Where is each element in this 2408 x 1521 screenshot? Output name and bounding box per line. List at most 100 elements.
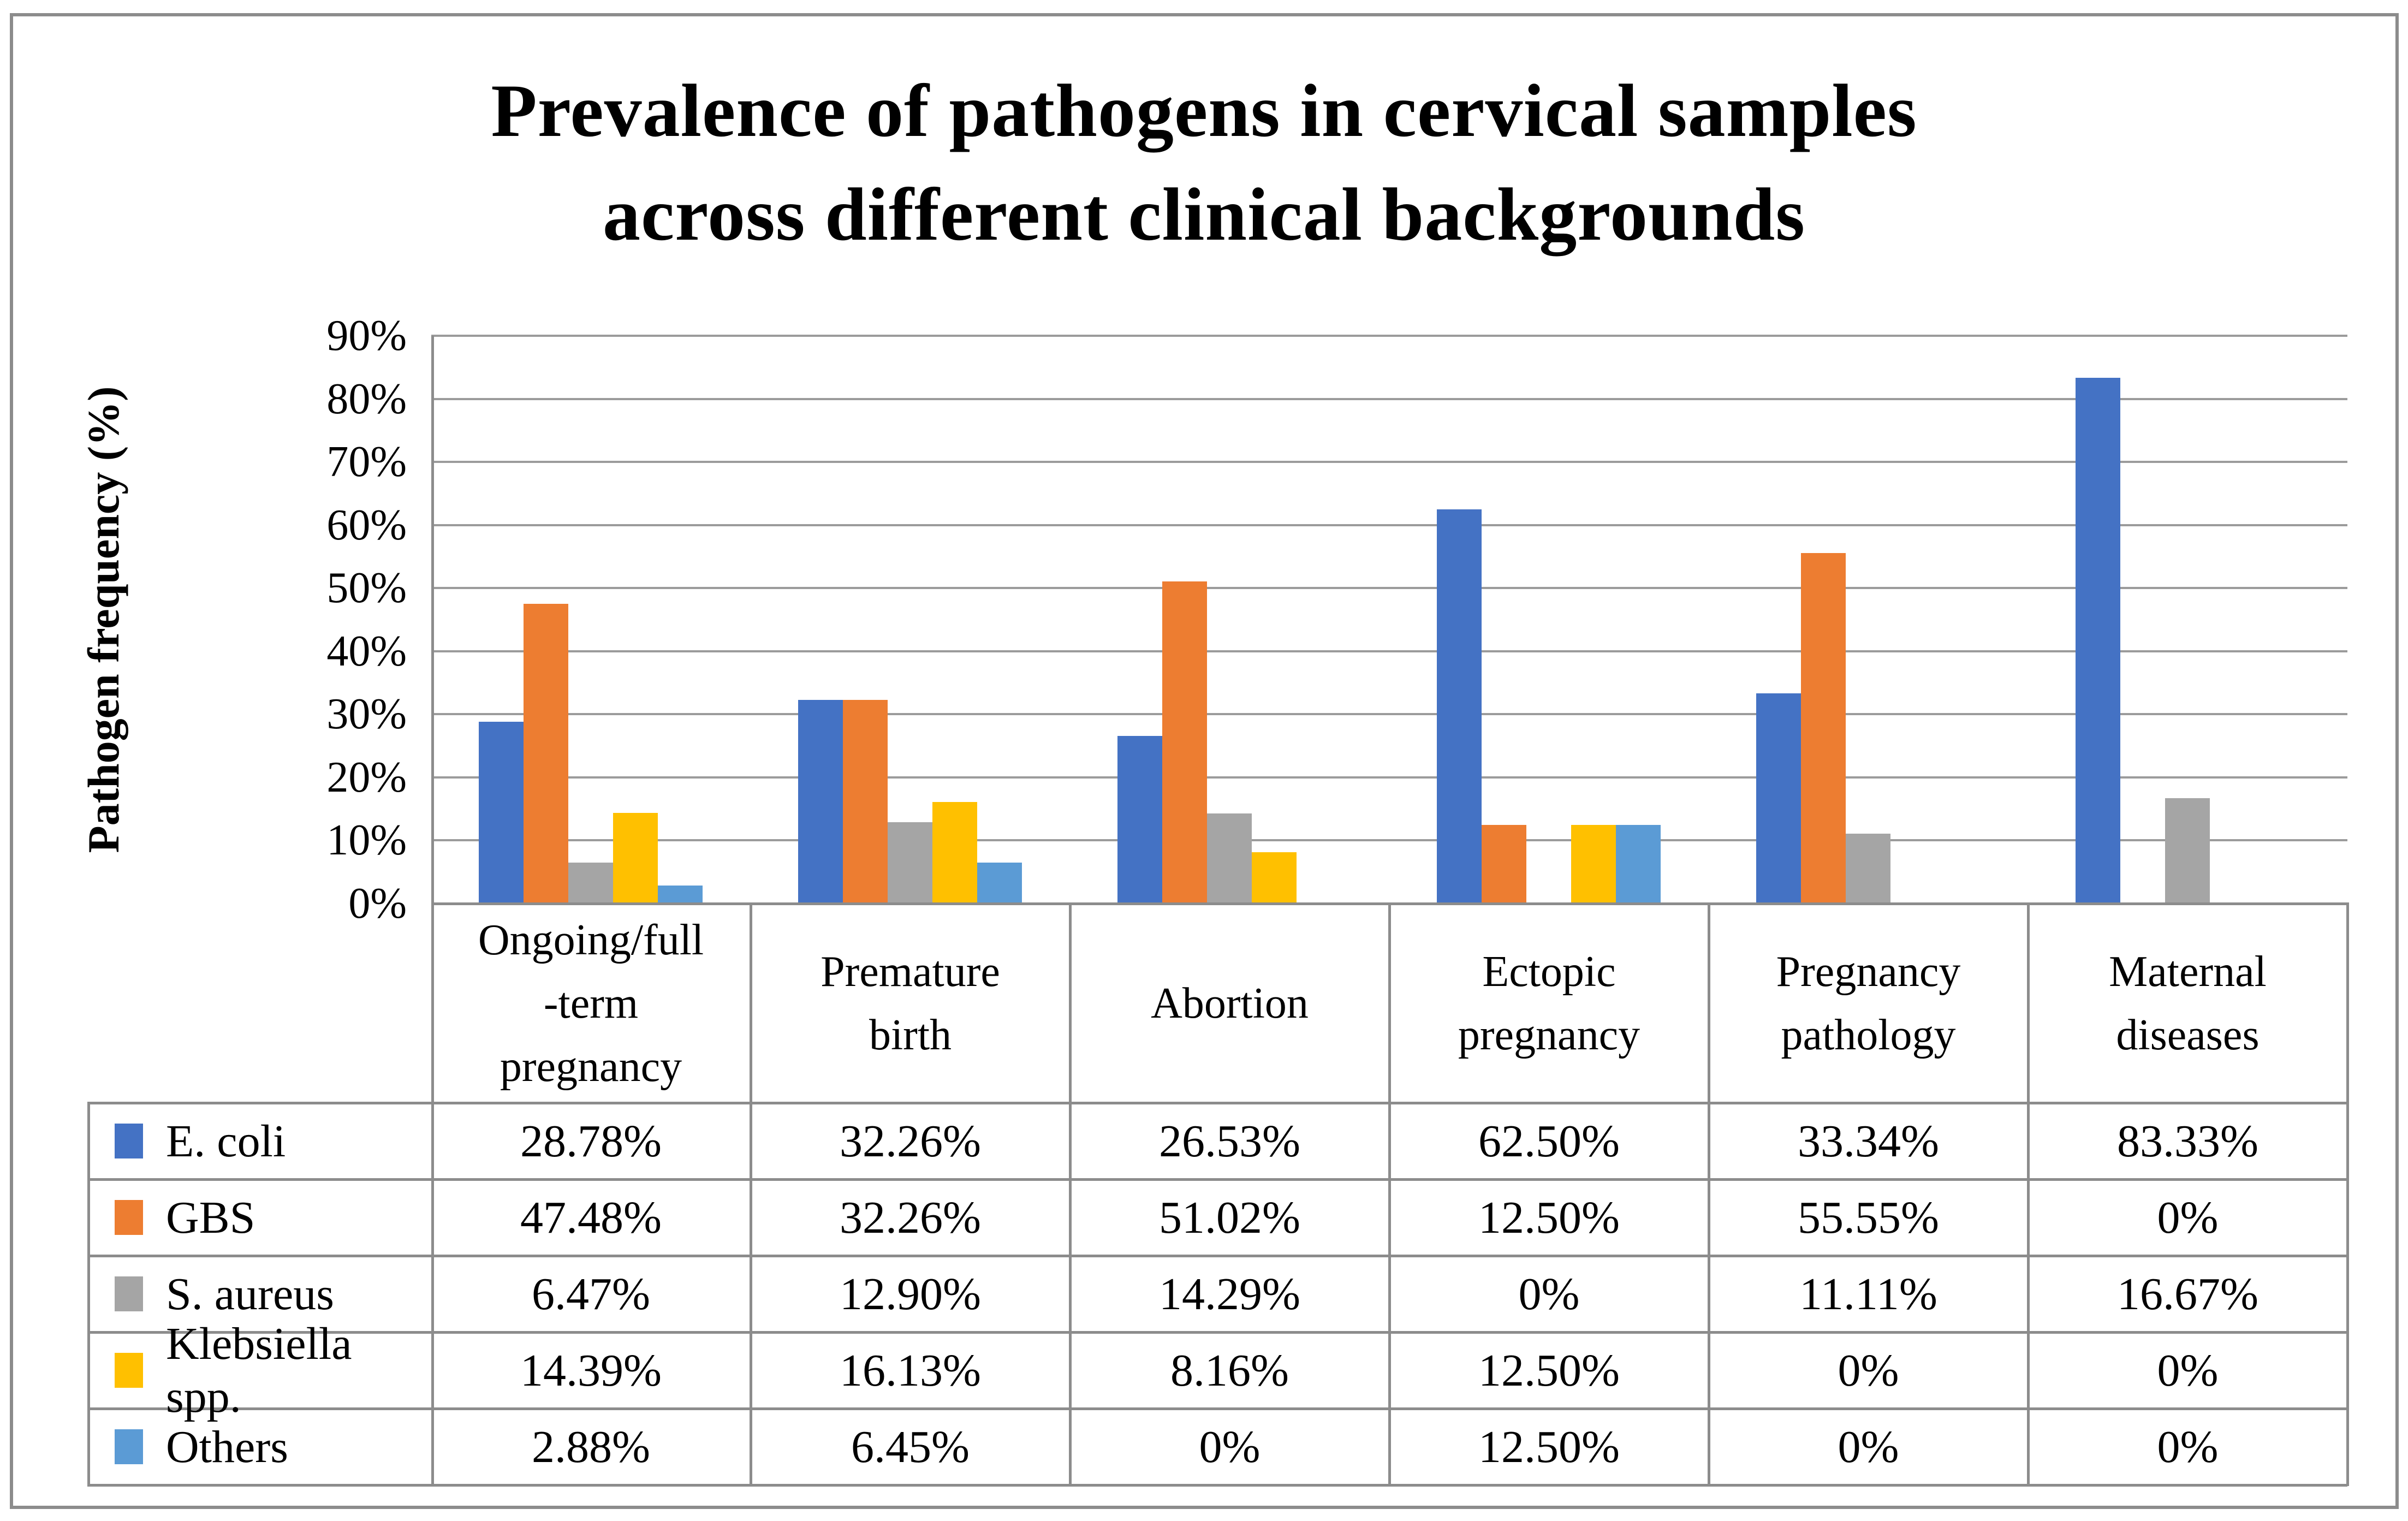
bar-e-coli-abortion <box>1117 736 1162 904</box>
y-tick-label: 0% <box>348 880 407 928</box>
legend-swatch-gbs <box>115 1200 143 1235</box>
table-value-e-coli-premature-birth: 32.26% <box>840 1115 981 1167</box>
table-value-s-aureus-maternal-diseases: 16.67% <box>2117 1268 2258 1320</box>
table-value-klebsiella-spp-ectopic-pregnancy: 12.50% <box>1478 1345 1620 1396</box>
legend-swatch-klebsiella-spp <box>115 1353 143 1388</box>
table-value-others-pregnancy-pathology: 0% <box>1838 1421 1899 1472</box>
table-column-line <box>1708 902 1710 1486</box>
gridline <box>431 524 2347 526</box>
table-value-others-maternal-diseases: 0% <box>2157 1421 2219 1472</box>
gridline <box>431 335 2347 337</box>
table-value-gbs-pregnancy-pathology: 55.55% <box>1798 1192 1939 1243</box>
chart-title-line-1: Prevalence of pathogens in cervical samp… <box>491 69 1917 152</box>
category-header-ongoing-full-term-pregnancy: Ongoing/full -term pregnancy <box>431 904 751 1103</box>
y-tick-label: 10% <box>326 816 407 865</box>
table-value-klebsiella-spp-pregnancy-pathology: 0% <box>1838 1345 1899 1396</box>
bar-s-aureus-pregnancy-pathology <box>1846 833 1890 904</box>
gridline <box>431 839 2347 842</box>
chart-title: Prevalence of pathogens in cervical samp… <box>0 59 2408 266</box>
category-header-ectopic-pregnancy: Ectopic pregnancy <box>1389 904 1709 1103</box>
legend-label: S. aureus <box>166 1268 334 1320</box>
legend-item-s-aureus: S. aureus <box>90 1256 431 1332</box>
bar-klebsiella-spp-ongoing-full-term-pregnancy <box>613 812 658 904</box>
category-header-maternal-diseases: Maternal diseases <box>2028 904 2347 1103</box>
table-value-e-coli-ectopic-pregnancy: 62.50% <box>1478 1115 1620 1167</box>
gridline <box>431 650 2347 652</box>
category-header-line: diseases <box>2116 1011 2260 1059</box>
bar-gbs-premature-birth <box>843 700 888 904</box>
category-header-pregnancy-pathology: Pregnancy pathology <box>1709 904 2028 1103</box>
table-value-e-coli-ongoing-full-term-pregnancy: 28.78% <box>520 1115 662 1167</box>
legend-label: Others <box>166 1421 288 1472</box>
category-header-line: pregnancy <box>1458 1011 1640 1059</box>
legend-item-others: Others <box>90 1409 431 1485</box>
category-header-line: Ongoing/full <box>478 916 704 964</box>
table-column-line <box>2027 902 2030 1486</box>
legend-item-e-coli: E. coli <box>90 1103 431 1179</box>
table-value-gbs-ongoing-full-term-pregnancy: 47.48% <box>520 1192 662 1243</box>
gridline <box>431 587 2347 590</box>
table-value-e-coli-abortion: 26.53% <box>1159 1115 1300 1167</box>
table-row-line <box>87 1407 2347 1410</box>
category-header-line: Premature <box>820 947 1000 996</box>
table-value-klebsiella-spp-abortion: 8.16% <box>1170 1345 1289 1396</box>
category-header-line: Ectopic <box>1482 947 1616 996</box>
table-value-klebsiella-spp-ongoing-full-term-pregnancy: 14.39% <box>520 1345 662 1396</box>
bar-others-premature-birth <box>977 863 1022 904</box>
gridline <box>431 461 2347 464</box>
plot-left-border <box>431 336 434 1485</box>
table-value-s-aureus-ongoing-full-term-pregnancy: 6.47% <box>532 1268 650 1320</box>
table-value-e-coli-pregnancy-pathology: 33.34% <box>1798 1115 1939 1167</box>
legend-swatch-s-aureus <box>115 1276 143 1311</box>
gridline <box>431 776 2347 779</box>
bar-klebsiella-spp-premature-birth <box>932 801 977 904</box>
table-value-others-abortion: 0% <box>1199 1421 1261 1472</box>
legend-label: Klebsiella spp. <box>166 1318 352 1422</box>
table-value-s-aureus-pregnancy-pathology: 11.11% <box>1799 1268 1937 1320</box>
table-value-s-aureus-premature-birth: 12.90% <box>840 1268 981 1320</box>
table-value-others-premature-birth: 6.45% <box>851 1421 970 1472</box>
bar-klebsiella-spp-ectopic-pregnancy <box>1571 824 1616 904</box>
table-value-gbs-ectopic-pregnancy: 12.50% <box>1478 1192 1620 1243</box>
table-value-klebsiella-spp-maternal-diseases: 0% <box>2157 1345 2219 1396</box>
bar-e-coli-ongoing-full-term-pregnancy <box>479 722 524 904</box>
bar-s-aureus-ongoing-full-term-pregnancy <box>568 863 613 904</box>
table-row-line <box>87 1178 2347 1181</box>
table-bottom-line <box>87 1484 2347 1487</box>
y-tick-label: 50% <box>326 564 407 613</box>
y-tick-label: 30% <box>326 690 407 739</box>
table-column-line <box>1069 902 1072 1486</box>
bar-e-coli-maternal-diseases <box>2076 378 2120 904</box>
bar-gbs-abortion <box>1162 581 1207 904</box>
table-value-e-coli-maternal-diseases: 83.33% <box>2117 1115 2258 1167</box>
chart-title-line-2: across different clinical backgrounds <box>603 173 1805 256</box>
bar-s-aureus-abortion <box>1207 813 1252 904</box>
category-header-premature-birth: Premature birth <box>751 904 1070 1103</box>
bar-s-aureus-premature-birth <box>888 822 932 904</box>
bar-e-coli-pregnancy-pathology <box>1756 693 1801 904</box>
bar-klebsiella-spp-abortion <box>1252 852 1297 904</box>
gridline <box>431 397 2347 400</box>
category-header-line: birth <box>869 1011 952 1059</box>
legend-label: GBS <box>166 1192 255 1243</box>
legend-label: E. coli <box>166 1115 286 1167</box>
legend-swatch-others <box>115 1429 143 1464</box>
table-right-line <box>2346 902 2349 1486</box>
bar-others-ectopic-pregnancy <box>1616 824 1661 904</box>
category-header-line: pathology <box>1781 1011 1956 1059</box>
table-value-gbs-premature-birth: 32.26% <box>840 1192 981 1243</box>
table-value-others-ectopic-pregnancy: 12.50% <box>1478 1421 1620 1472</box>
table-value-s-aureus-ectopic-pregnancy: 0% <box>1518 1268 1580 1320</box>
bar-gbs-ongoing-full-term-pregnancy <box>524 604 568 904</box>
legend-swatch-e-coli <box>115 1124 143 1158</box>
legend-item-klebsiella-spp: Klebsiella spp. <box>90 1318 431 1422</box>
bar-gbs-pregnancy-pathology <box>1801 553 1846 904</box>
bar-e-coli-premature-birth <box>798 700 843 904</box>
table-header-bottom-line <box>87 1102 2347 1104</box>
bar-gbs-ectopic-pregnancy <box>1482 824 1526 904</box>
table-row-line <box>87 1331 2347 1334</box>
table-value-gbs-abortion: 51.02% <box>1159 1192 1300 1243</box>
y-tick-label: 60% <box>326 501 407 549</box>
category-header-abortion: Abortion <box>1070 904 1389 1103</box>
gridline <box>431 713 2347 716</box>
